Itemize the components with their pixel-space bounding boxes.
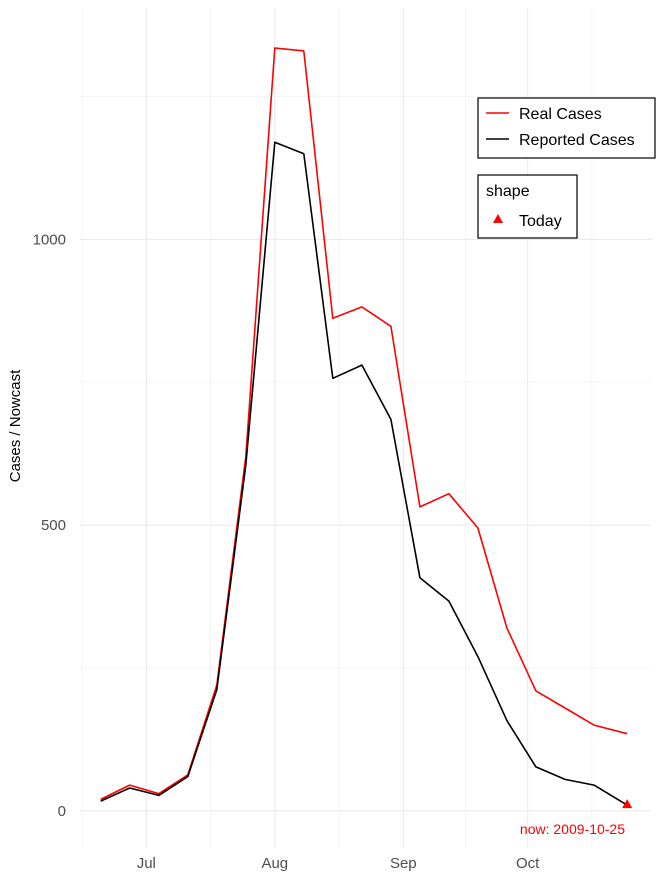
y-tick-label: 0	[58, 803, 66, 820]
marker-layer	[622, 799, 633, 809]
y-tick-label: 1000	[33, 231, 66, 248]
series-line-real-cases	[100, 47, 628, 801]
legend-shape-title: shape	[486, 183, 530, 200]
x-tick-label: Aug	[261, 855, 288, 872]
legend-shape-box	[477, 174, 578, 239]
legend-reported-cases-label: Reported Cases	[519, 132, 635, 149]
today-marker-triangle	[622, 799, 633, 809]
legend-series-box	[477, 97, 656, 159]
legend-today-triangle-icon	[493, 214, 503, 223]
x-tick-label: Sep	[390, 855, 417, 872]
legend-series: Real Cases Reported Cases	[477, 97, 656, 159]
y-tick-label: 500	[41, 517, 66, 534]
legend-today-label: Today	[519, 213, 562, 230]
grid-major	[80, 8, 652, 848]
today-annotation: now: 2009-10-25	[520, 821, 625, 837]
grid-minor	[80, 8, 652, 848]
x-tick-label: Jul	[137, 855, 156, 872]
legend-real-cases-label: Real Cases	[519, 106, 602, 123]
x-tick-labels: Jul Aug Sep Oct	[137, 855, 540, 872]
series-layer	[100, 47, 628, 806]
x-tick-label: Oct	[516, 855, 540, 872]
series-line-reported-cases	[100, 141, 628, 806]
legend-shape: shape Today	[477, 174, 578, 239]
y-axis-title: Cases / Nowcast	[7, 369, 24, 482]
y-tick-labels: 0 500 1000	[33, 231, 66, 819]
